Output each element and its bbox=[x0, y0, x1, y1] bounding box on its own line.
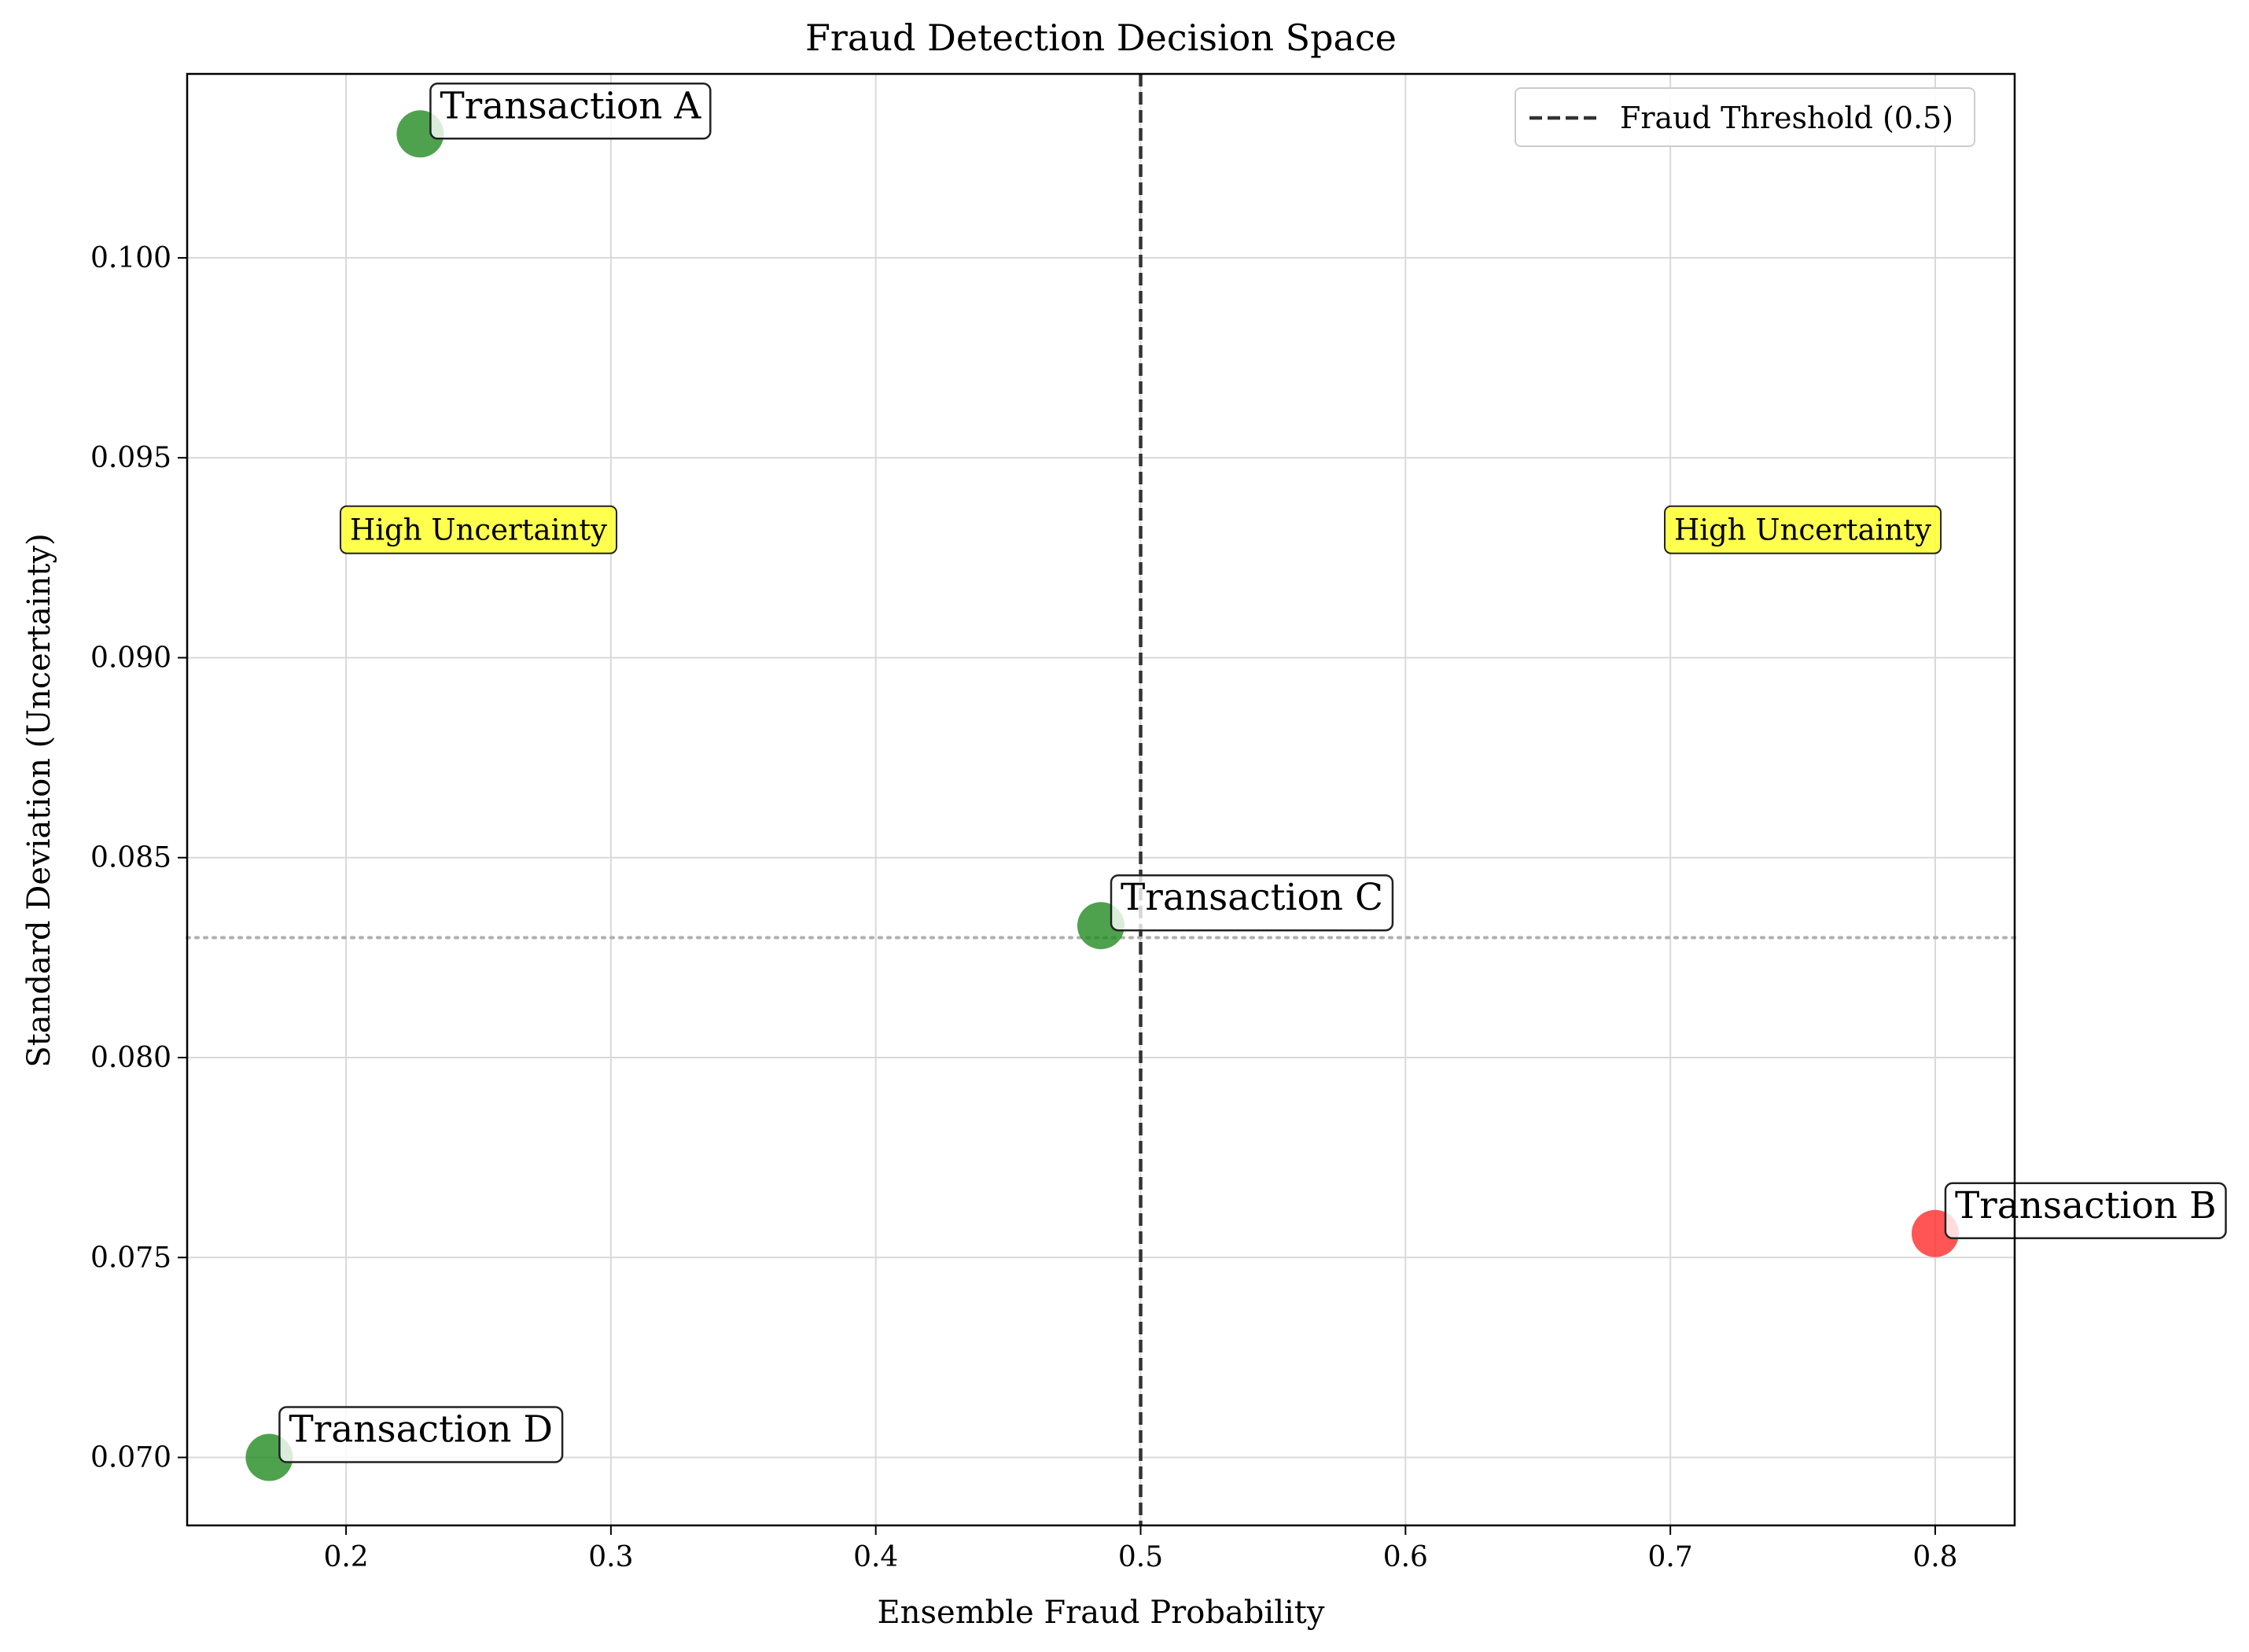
x-tick-label: 0.2 bbox=[323, 1541, 368, 1573]
zone-annotation: High Uncertainty bbox=[339, 505, 618, 554]
x-tick-label: 0.6 bbox=[1383, 1541, 1428, 1573]
y-tick-label: 0.100 bbox=[90, 242, 171, 274]
point-label: Transaction D bbox=[289, 1408, 553, 1451]
x-tick-label: 0.5 bbox=[1118, 1541, 1163, 1573]
y-tick-label: 0.075 bbox=[90, 1242, 171, 1274]
legend: Fraud Threshold (0.5) bbox=[1515, 87, 1976, 147]
point-label: Transaction C bbox=[1121, 876, 1383, 919]
point-label: Transaction A bbox=[440, 84, 701, 127]
zone-annotations: High Uncertainty High Uncertainty bbox=[339, 505, 1942, 554]
x-tick-label: 0.8 bbox=[1912, 1541, 1957, 1573]
x-axis-ticks: 0.2 0.3 0.4 0.5 0.6 0.7 0.8 bbox=[323, 1525, 1958, 1573]
y-tick-label: 0.085 bbox=[90, 842, 171, 874]
y-tick-label: 0.090 bbox=[90, 642, 171, 674]
zone-annotation-label: High Uncertainty bbox=[350, 513, 607, 547]
point-label-box: Transaction C bbox=[1110, 874, 1394, 932]
y-tick-label: 0.070 bbox=[90, 1442, 171, 1474]
legend-box bbox=[1515, 87, 1976, 147]
legend-entry: Fraud Threshold (0.5) bbox=[1620, 101, 1953, 135]
x-tick-label: 0.3 bbox=[588, 1541, 633, 1573]
point-label-background bbox=[1110, 874, 1394, 932]
y-axis-ticks: 0.070 0.075 0.080 0.085 0.090 0.095 0.100 bbox=[90, 242, 187, 1474]
x-tick-label: 0.4 bbox=[853, 1541, 898, 1573]
plot-frame bbox=[186, 72, 2016, 1527]
reference-lines bbox=[186, 74, 2016, 1525]
y-tick-label: 0.080 bbox=[90, 1042, 171, 1074]
zone-annotation-background bbox=[1664, 505, 1942, 554]
x-axis-label: Ensemble Fraud Probability bbox=[878, 1595, 1325, 1631]
point-labels: Transaction A Transaction B Transaction C T… bbox=[278, 83, 2227, 1463]
point-label-box: Transaction D bbox=[278, 1406, 564, 1463]
point-label-box: Transaction B bbox=[1944, 1182, 2227, 1240]
point-label-background bbox=[429, 83, 712, 140]
zone-annotation: High Uncertainty bbox=[1664, 505, 1942, 554]
zone-annotation-label: High Uncertainty bbox=[1674, 513, 1931, 547]
x-tick-label: 0.7 bbox=[1648, 1541, 1693, 1573]
point-label: Transaction B bbox=[1955, 1184, 2217, 1227]
point-label-background bbox=[278, 1406, 564, 1463]
y-axis-label: Standard Deviation (Uncertainty) bbox=[21, 533, 57, 1067]
zone-annotation-background bbox=[339, 505, 618, 554]
y-tick-label: 0.095 bbox=[90, 442, 171, 474]
chart-title: Fraud Detection Decision Space bbox=[805, 17, 1397, 59]
grid-lines bbox=[187, 74, 2015, 1525]
point-label-box: Transaction A bbox=[429, 83, 712, 140]
